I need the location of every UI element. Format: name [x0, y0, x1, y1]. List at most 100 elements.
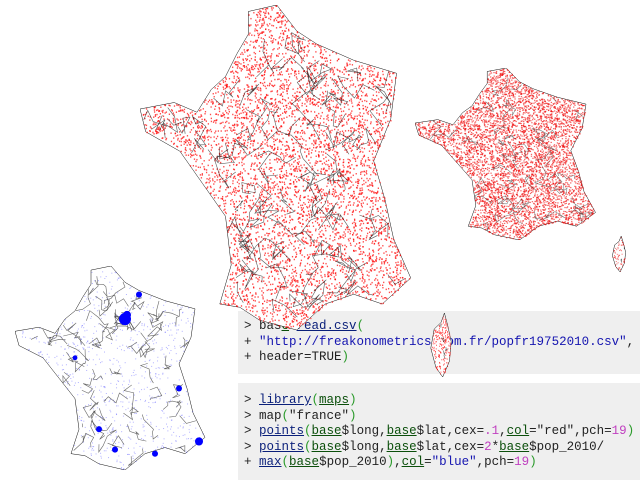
commune-point — [257, 124, 259, 127]
commune-point — [366, 196, 368, 198]
commune-point — [292, 94, 294, 97]
commune-point — [207, 164, 209, 167]
commune-point — [349, 86, 351, 88]
commune-point — [223, 205, 226, 208]
commune-point — [243, 202, 245, 205]
commune-point — [264, 187, 267, 189]
commune-point — [316, 239, 318, 242]
commune-point — [232, 302, 235, 305]
commune-point — [393, 94, 395, 96]
commune-point — [247, 106, 249, 109]
commune-point — [281, 186, 284, 188]
commune-point — [241, 184, 244, 187]
commune-point — [310, 200, 312, 203]
commune-point — [268, 180, 270, 182]
commune-point — [271, 53, 273, 55]
commune-point — [333, 143, 335, 146]
commune-point — [329, 54, 331, 57]
commune-point — [347, 204, 349, 206]
commune-point — [270, 152, 272, 154]
commune-point — [399, 284, 401, 286]
code-token: base — [386, 439, 417, 454]
commune-point — [225, 295, 227, 297]
commune-point — [348, 165, 351, 167]
commune-point — [256, 88, 258, 90]
commune-point — [373, 85, 375, 88]
commune-point — [221, 172, 224, 174]
commune-point — [336, 151, 338, 153]
commune-point — [262, 38, 265, 40]
commune-point — [200, 147, 202, 150]
commune-point — [264, 196, 266, 199]
commune-point — [315, 88, 317, 90]
commune-point — [235, 189, 237, 192]
commune-point — [254, 162, 256, 164]
commune-point — [296, 108, 298, 111]
commune-point — [300, 87, 302, 89]
commune-point — [274, 169, 276, 171]
commune-point — [234, 237, 236, 239]
commune-point — [247, 76, 249, 78]
commune-point — [310, 277, 312, 280]
commune-point — [306, 86, 308, 88]
code-token: ( — [281, 408, 290, 423]
commune-point — [309, 162, 311, 164]
commune-point — [247, 73, 250, 75]
commune-point — [387, 93, 390, 96]
commune-point — [288, 221, 291, 224]
commune-point — [288, 274, 290, 277]
commune-point — [361, 291, 363, 294]
commune-point — [321, 77, 323, 80]
commune-point — [259, 319, 261, 321]
commune-point — [322, 233, 324, 235]
commune-point — [285, 323, 287, 326]
commune-point — [358, 211, 361, 213]
commune-point — [343, 73, 345, 75]
commune-point — [301, 309, 303, 312]
commune-point — [244, 189, 246, 192]
commune-point — [364, 73, 367, 75]
commune-point — [336, 153, 338, 156]
commune-point — [365, 296, 367, 299]
commune-point — [249, 309, 251, 312]
commune-point — [327, 208, 329, 210]
commune-point — [349, 232, 351, 235]
commune-point — [337, 69, 339, 72]
commune-point — [257, 67, 259, 70]
commune-point — [271, 182, 273, 184]
commune-point — [240, 195, 242, 198]
commune-point — [335, 211, 337, 214]
commune-point — [336, 138, 339, 140]
commune-point — [222, 138, 225, 141]
commune-point — [260, 46, 262, 49]
commune-point — [334, 136, 336, 138]
commune-point — [263, 48, 266, 50]
commune-point — [374, 143, 376, 145]
commune-point — [313, 65, 315, 67]
commune-point — [369, 81, 371, 83]
commune-point — [351, 117, 354, 119]
commune-point — [234, 123, 236, 126]
commune-point — [234, 177, 237, 180]
commune-point — [230, 173, 232, 175]
commune-point — [315, 229, 317, 232]
commune-point — [287, 42, 289, 45]
commune-point — [331, 184, 333, 186]
commune-point — [289, 235, 291, 237]
commune-point — [260, 59, 262, 61]
commune-point — [306, 229, 309, 231]
commune-point — [397, 289, 399, 292]
commune-point — [285, 308, 287, 310]
commune-point — [329, 234, 332, 237]
commune-point — [255, 314, 257, 316]
commune-point — [257, 142, 259, 144]
commune-point — [221, 150, 223, 152]
commune-point — [287, 145, 289, 147]
commune-point — [236, 106, 238, 108]
commune-point — [325, 262, 327, 265]
commune-point — [372, 208, 374, 210]
commune-point — [340, 201, 342, 203]
commune-point — [377, 190, 379, 193]
commune-point — [255, 97, 257, 99]
commune-point — [363, 112, 365, 115]
